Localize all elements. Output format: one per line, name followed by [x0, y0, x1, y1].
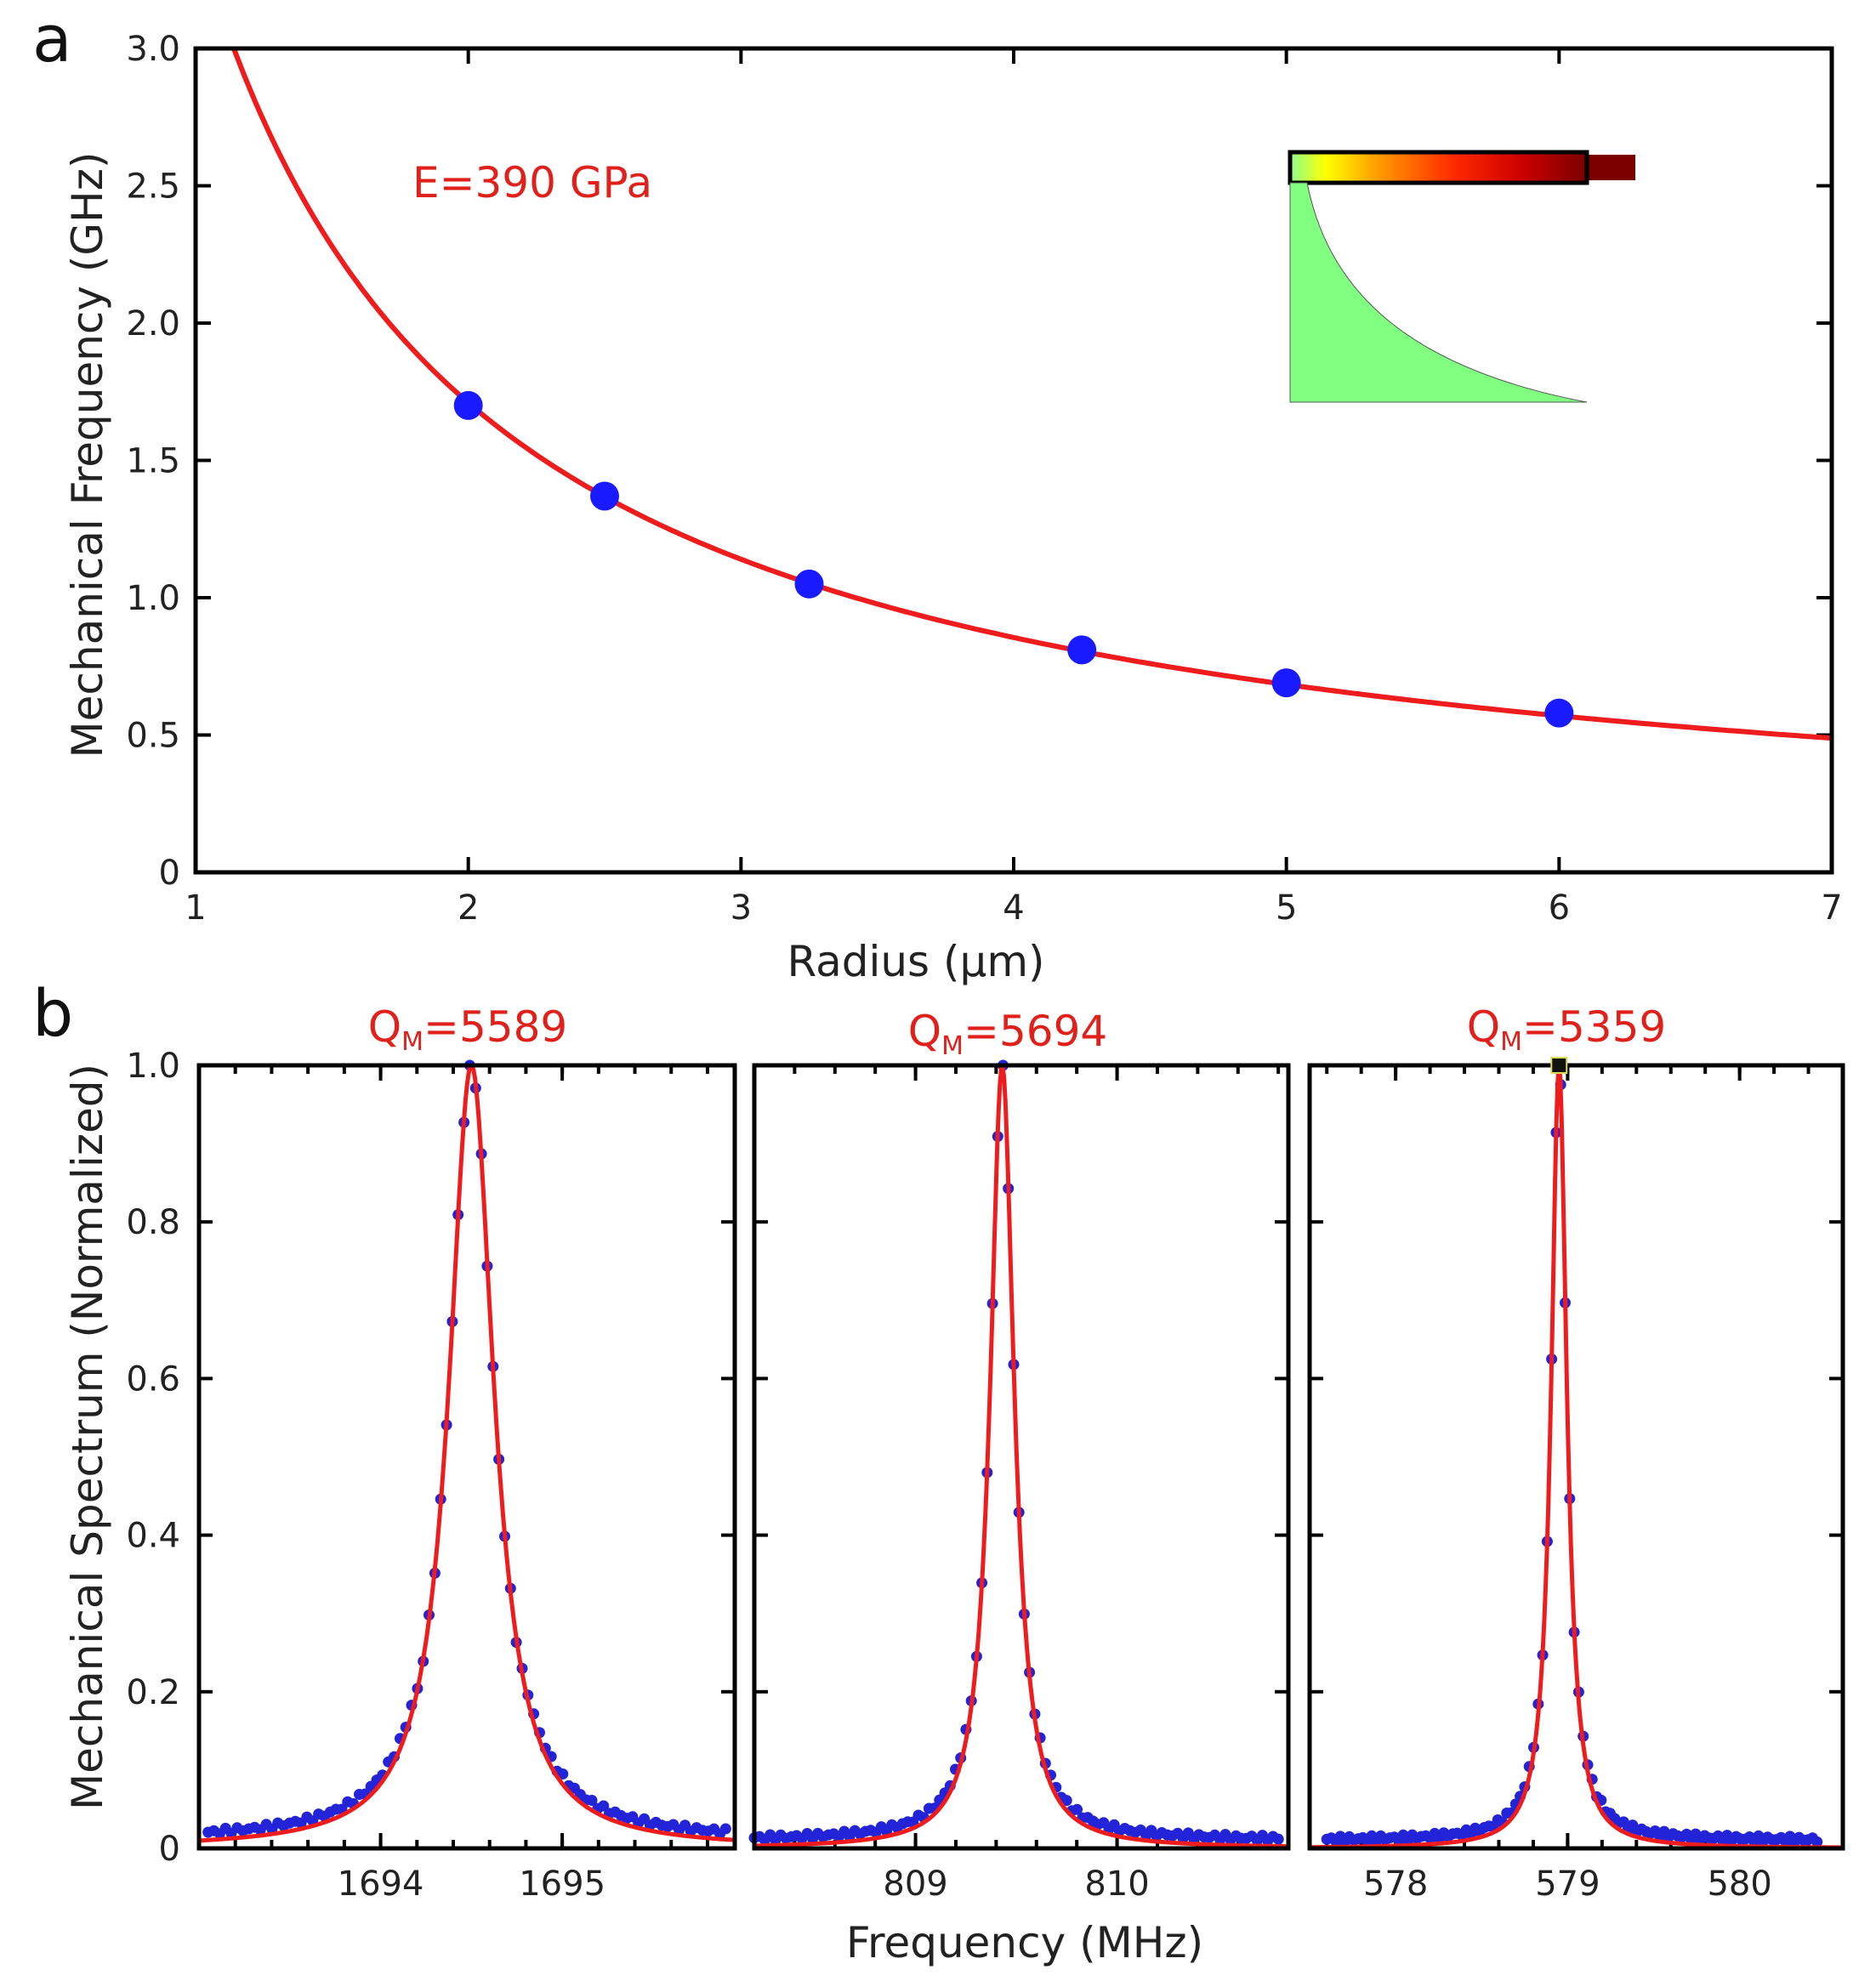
panel-b-y-tick-label: 0.6: [126, 1359, 180, 1399]
panel-a-x-tick-label: 2: [458, 888, 479, 928]
subplot-b1: QM=5589 0 0.2 0.4 0.6 0.8 1.0 1694 1695: [126, 1002, 737, 1904]
panel-a-plot-area: [231, 47, 1833, 741]
subplot-b2-x-tick-label: 809: [883, 1865, 947, 1904]
panel-a-ticks: 1 2 3 4 5 6 7 0 0.5 1.0 1.5 2.0 2.5 3.0: [126, 30, 1842, 928]
subplot-b1-data-point: [586, 1795, 598, 1806]
panel-a-y-axis-label: Mechanical Frequency (GHz): [63, 151, 112, 758]
panel-a-data-point: [1271, 668, 1301, 698]
panel-a-data-point: [590, 481, 619, 511]
subplot-b1-data-point: [719, 1823, 731, 1835]
subplot-b2-title: QM=5694: [908, 1007, 1107, 1061]
subplot-b2-axes-frame: [752, 1063, 1291, 1851]
panel-b: b Mechanical Spectrum (Normalized) Frequ…: [32, 975, 1845, 1967]
panel-a-x-tick-label: 3: [731, 888, 752, 928]
panel-a-y-tick-label: 1.0: [126, 579, 180, 618]
subplot-b3-title: QM=5359: [1467, 1002, 1666, 1057]
inset-displacement-profile: [1289, 182, 1588, 403]
panel-a-x-tick-label: 5: [1276, 888, 1297, 928]
subplot-b2-x-tick-label: 810: [1084, 1865, 1149, 1904]
panel-a-y-tick-label: 0: [159, 854, 180, 893]
subplot-b1-data-point: [557, 1768, 569, 1779]
subplot-b3-fit-curve: [1309, 1063, 1844, 1850]
subplot-b1-x-tick-label: 1695: [519, 1865, 605, 1904]
subplot-b2-data-point: [1272, 1833, 1284, 1845]
annotation-youngs-modulus: E=390 GPa: [412, 158, 652, 207]
panel-a-axes-frame: [193, 46, 1834, 875]
panel-b-y-tick-label: 0.2: [126, 1673, 180, 1712]
panel-a-y-tick-label: 2.0: [126, 304, 180, 343]
panel-b-y-tick-label: 1.0: [126, 1047, 180, 1086]
subplot-b2-fit-curve: [753, 1064, 1289, 1849]
panel-b-y-tick-label: 0.8: [126, 1203, 180, 1242]
panel-a-y-tick-label: 0.5: [126, 717, 180, 756]
panel-b-x-axis-label: Frequency (MHz): [846, 1918, 1203, 1967]
subplot-b3-data-point: [1811, 1836, 1823, 1848]
subplot-b3-x-tick-label: 578: [1363, 1865, 1428, 1904]
panel-a-data-point: [794, 569, 824, 599]
subplot-b3-x-tick-label: 579: [1535, 1865, 1600, 1904]
panel-a-y-tick-label: 1.5: [126, 442, 180, 481]
panel-a-x-tick-label: 4: [1003, 888, 1024, 928]
panel-a-y-tick-label: 2.5: [126, 167, 180, 207]
panel-b-letter: b: [32, 975, 73, 1051]
panel-a-x-axis-label: Radius (µm): [787, 937, 1044, 986]
panel-b-y-tick-label: 0.4: [126, 1517, 180, 1556]
subplot-b1-axes-frame: [196, 1063, 737, 1851]
inset-mode-profile: [1288, 150, 1635, 403]
subplot-b3-peak-marker: [1550, 1057, 1568, 1074]
panel-b-y-tick-label: 0: [159, 1830, 180, 1869]
panel-b-y-axis-label: Mechanical Spectrum (Normalized): [63, 1064, 112, 1810]
panel-a-data-point: [1544, 698, 1574, 728]
inset-colorbar-tail: [1587, 155, 1635, 180]
subplot-b1-title: QM=5589: [368, 1002, 567, 1057]
subplot-b2-data-point: [1072, 1803, 1083, 1815]
subplot-b3-axes-frame: [1307, 1063, 1845, 1851]
subplot-b1-data-point: [598, 1800, 610, 1812]
panel-a-x-tick-label: 6: [1549, 888, 1570, 928]
panel-a-data-point: [453, 390, 483, 420]
subplot-b3-x-tick-label: 580: [1707, 1865, 1771, 1904]
subplot-b1-x-tick-label: 1694: [338, 1865, 424, 1904]
panel-a-data-point: [1067, 635, 1097, 665]
panel-a: a E=390 GPa Radius (µm) Mechanical Frequ…: [32, 1, 1843, 986]
panel-a-letter: a: [32, 1, 72, 77]
panel-a-x-tick-label: 1: [185, 888, 206, 928]
subplot-b2: QM=5694 809 810: [748, 1007, 1291, 1904]
subplot-b1-fit-curve: [198, 1063, 736, 1843]
inset-colorbar: [1288, 150, 1589, 185]
panel-a-y-tick-label: 3.0: [126, 30, 180, 69]
subplot-b2-data-point: [1060, 1795, 1072, 1807]
panel-a-x-tick-label: 7: [1821, 888, 1842, 928]
subplot-b3: QM=5359 578 579 580: [1307, 1002, 1845, 1904]
